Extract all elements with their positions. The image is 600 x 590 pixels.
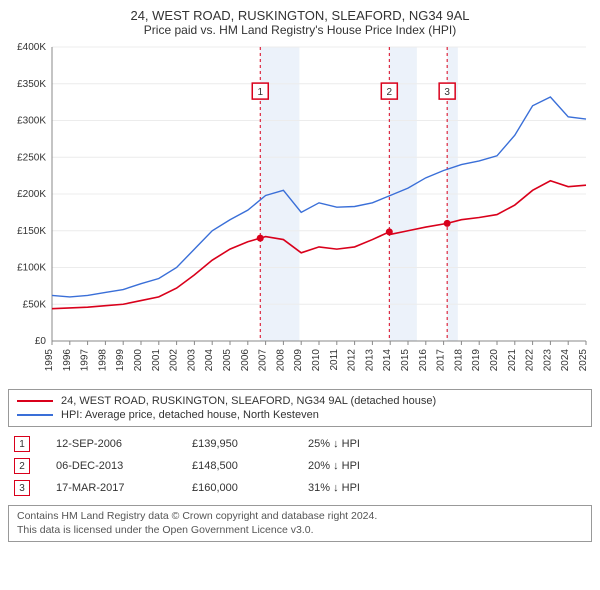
svg-text:2017: 2017 — [436, 349, 447, 372]
svg-text:1: 1 — [257, 87, 263, 98]
svg-text:£400K: £400K — [17, 42, 46, 53]
sale-row: 3 17-MAR-2017 £160,000 31% ↓ HPI — [8, 477, 592, 499]
legend-label-1: 24, WEST ROAD, RUSKINGTON, SLEAFORD, NG3… — [61, 395, 436, 407]
svg-text:3: 3 — [444, 87, 450, 98]
svg-text:£100K: £100K — [17, 263, 46, 274]
svg-text:£50K: £50K — [23, 299, 47, 310]
svg-text:2: 2 — [387, 87, 393, 98]
sale-badge: 3 — [14, 480, 30, 496]
svg-text:2025: 2025 — [578, 349, 589, 372]
legend-swatch-2 — [17, 414, 53, 416]
svg-text:2019: 2019 — [471, 349, 482, 372]
footer-line-1: Contains HM Land Registry data © Crown c… — [17, 510, 583, 524]
sale-price: £139,950 — [192, 438, 282, 450]
svg-text:£0: £0 — [35, 336, 47, 347]
svg-text:2021: 2021 — [507, 349, 518, 372]
svg-text:2022: 2022 — [525, 349, 536, 372]
svg-text:£350K: £350K — [17, 79, 46, 90]
svg-text:2023: 2023 — [542, 349, 553, 372]
svg-text:£150K: £150K — [17, 226, 46, 237]
sale-diff: 25% ↓ HPI — [308, 438, 428, 450]
sale-diff: 20% ↓ HPI — [308, 460, 428, 472]
svg-text:£300K: £300K — [17, 116, 46, 127]
svg-text:2006: 2006 — [240, 349, 251, 372]
svg-text:2012: 2012 — [347, 349, 358, 372]
legend-swatch-1 — [17, 400, 53, 402]
svg-text:2014: 2014 — [382, 349, 393, 372]
svg-text:1999: 1999 — [115, 349, 126, 372]
sale-date: 17-MAR-2017 — [56, 482, 166, 494]
svg-text:2010: 2010 — [311, 349, 322, 372]
svg-text:1995: 1995 — [44, 349, 55, 372]
svg-text:1997: 1997 — [80, 349, 91, 372]
sale-price: £160,000 — [192, 482, 282, 494]
legend-row-price-paid: 24, WEST ROAD, RUSKINGTON, SLEAFORD, NG3… — [17, 394, 583, 408]
footer-line-2: This data is licensed under the Open Gov… — [17, 524, 583, 538]
legend-row-hpi: HPI: Average price, detached house, Nort… — [17, 408, 583, 422]
legend-label-2: HPI: Average price, detached house, Nort… — [61, 409, 319, 421]
svg-text:2008: 2008 — [275, 349, 286, 372]
svg-text:2015: 2015 — [400, 349, 411, 372]
chart-svg: £0 £50K £100K £150K £200K £250K £300K £350K £400… — [8, 41, 592, 381]
sale-badge: 1 — [14, 436, 30, 452]
attribution-footer: Contains HM Land Registry data © Crown c… — [8, 505, 592, 542]
legend-box: 24, WEST ROAD, RUSKINGTON, SLEAFORD, NG3… — [8, 389, 592, 427]
sale-row: 1 12-SEP-2006 £139,950 25% ↓ HPI — [8, 433, 592, 455]
sale-badge: 2 — [14, 458, 30, 474]
svg-text:2009: 2009 — [293, 349, 304, 372]
svg-text:1998: 1998 — [97, 349, 108, 372]
svg-text:£250K: £250K — [17, 152, 46, 163]
svg-text:2005: 2005 — [222, 349, 233, 372]
svg-text:2020: 2020 — [489, 349, 500, 372]
sale-diff: 31% ↓ HPI — [308, 482, 428, 494]
svg-text:2011: 2011 — [329, 349, 340, 371]
chart-title-block: 24, WEST ROAD, RUSKINGTON, SLEAFORD, NG3… — [8, 8, 592, 37]
svg-text:2024: 2024 — [560, 349, 571, 372]
svg-text:2002: 2002 — [169, 349, 180, 372]
svg-text:2000: 2000 — [133, 349, 144, 372]
svg-text:1996: 1996 — [62, 349, 73, 372]
svg-text:2003: 2003 — [186, 349, 197, 372]
svg-text:2018: 2018 — [453, 349, 464, 372]
svg-text:£200K: £200K — [17, 189, 46, 200]
svg-text:2016: 2016 — [418, 349, 429, 372]
svg-text:2001: 2001 — [151, 349, 162, 372]
price-chart: £0 £50K £100K £150K £200K £250K £300K £350K £400… — [8, 41, 592, 381]
svg-text:2013: 2013 — [364, 349, 375, 372]
sale-date: 06-DEC-2013 — [56, 460, 166, 472]
sale-row: 2 06-DEC-2013 £148,500 20% ↓ HPI — [8, 455, 592, 477]
sale-date: 12-SEP-2006 — [56, 438, 166, 450]
chart-title-sub: Price paid vs. HM Land Registry's House … — [8, 23, 592, 37]
svg-text:2004: 2004 — [204, 349, 215, 372]
chart-title-main: 24, WEST ROAD, RUSKINGTON, SLEAFORD, NG3… — [8, 8, 592, 23]
sale-price: £148,500 — [192, 460, 282, 472]
svg-text:2007: 2007 — [258, 349, 269, 372]
sales-table: 1 12-SEP-2006 £139,950 25% ↓ HPI 2 06-DEC-201… — [8, 433, 592, 499]
